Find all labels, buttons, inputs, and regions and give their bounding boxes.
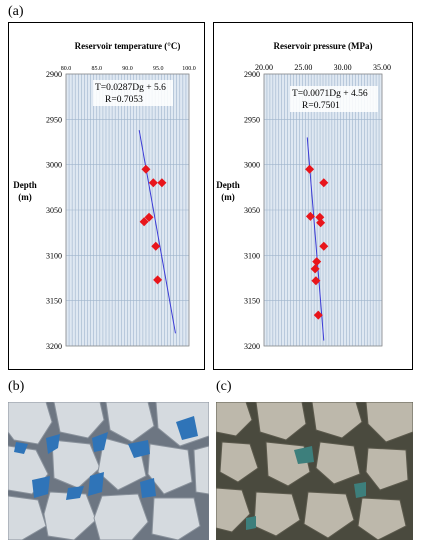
y-tick-label: 3000 bbox=[46, 161, 62, 170]
data-point bbox=[311, 276, 321, 286]
data-point bbox=[148, 178, 158, 188]
y-tick-label: 3200 bbox=[46, 342, 62, 351]
y-tick-label: 3000 bbox=[244, 161, 260, 170]
y-axis-label: Depth bbox=[13, 180, 37, 190]
y-tick-label: 2950 bbox=[244, 115, 260, 124]
data-point bbox=[319, 178, 329, 188]
regression-equation: T=0.0287Dg + 5.6 bbox=[95, 83, 166, 93]
pressure-chart-frame: Reservoir pressure (MPa) 20.00 25.00 30.00 3… bbox=[213, 22, 413, 370]
data-point bbox=[305, 164, 315, 174]
x-tick-label: 30.00 bbox=[334, 63, 352, 72]
y-tick-label: 2950 bbox=[46, 115, 62, 124]
trendline bbox=[138, 130, 176, 334]
x-tick-label: 95.0 bbox=[153, 66, 164, 72]
y-tick-label: 2900 bbox=[244, 70, 260, 79]
y-tick-label: 3100 bbox=[244, 251, 260, 260]
correlation-value: R=0.7501 bbox=[302, 101, 340, 111]
y-axis-label: (m) bbox=[221, 192, 235, 202]
data-point bbox=[315, 212, 325, 222]
data-point bbox=[316, 218, 326, 228]
y-tick-label: 3150 bbox=[46, 297, 62, 306]
panel-label-b: (b) bbox=[8, 379, 25, 394]
data-point bbox=[305, 211, 315, 221]
temperature-chart: Reservoir temperature (°C) 80.0 85.0 90.0 95… bbox=[13, 41, 196, 351]
temperature-chart-frame: Reservoir temperature (°C) 80.0 85.0 90.0 95… bbox=[8, 22, 205, 370]
correlation-value: R=0.7053 bbox=[105, 95, 143, 105]
x-tick-label: 100.0 bbox=[182, 66, 196, 72]
plot-border bbox=[65, 73, 190, 347]
thin-section-image-b bbox=[8, 402, 209, 540]
panel-label-a: (a) bbox=[8, 4, 24, 19]
y-axis-label: (m) bbox=[18, 192, 32, 202]
x-tick-label: 35.00 bbox=[373, 63, 391, 72]
equation-box bbox=[93, 80, 173, 106]
y-tick-label: 3050 bbox=[46, 206, 62, 215]
chart-title: Reservoir temperature (°C) bbox=[75, 41, 181, 51]
data-point bbox=[151, 241, 161, 251]
data-point bbox=[153, 275, 163, 285]
photomicrograph-b bbox=[8, 402, 209, 540]
data-point bbox=[310, 264, 320, 274]
x-tick-label: 85.0 bbox=[92, 66, 103, 72]
plot-border bbox=[263, 73, 383, 347]
thin-section-image-c bbox=[216, 402, 413, 540]
data-point bbox=[144, 212, 154, 222]
data-point bbox=[157, 178, 167, 188]
data-point bbox=[139, 217, 149, 227]
chart-title: Reservoir pressure (MPa) bbox=[274, 41, 373, 51]
photomicrograph-c bbox=[216, 402, 413, 540]
y-tick-label: 3150 bbox=[244, 297, 260, 306]
y-tick-label: 3200 bbox=[244, 342, 260, 351]
y-tick-label: 3050 bbox=[244, 206, 260, 215]
data-point bbox=[319, 241, 329, 251]
panel-label-c: (c) bbox=[216, 379, 232, 394]
pressure-chart: Reservoir pressure (MPa) 20.00 25.00 30.00 3… bbox=[216, 41, 391, 351]
x-tick-label: 90.0 bbox=[122, 66, 133, 72]
x-tick-label: 80.0 bbox=[61, 66, 72, 72]
y-axis-label: Depth bbox=[216, 180, 240, 190]
regression-equation: T=0.0071Dg + 4.56 bbox=[292, 89, 368, 99]
equation-box bbox=[290, 86, 378, 112]
x-tick-label: 20.00 bbox=[255, 63, 273, 72]
y-tick-label: 2900 bbox=[46, 70, 62, 79]
x-tick-label: 25.00 bbox=[294, 63, 312, 72]
data-point bbox=[312, 257, 322, 267]
y-tick-label: 3100 bbox=[46, 251, 62, 260]
data-point bbox=[141, 164, 151, 174]
data-point bbox=[313, 310, 323, 320]
